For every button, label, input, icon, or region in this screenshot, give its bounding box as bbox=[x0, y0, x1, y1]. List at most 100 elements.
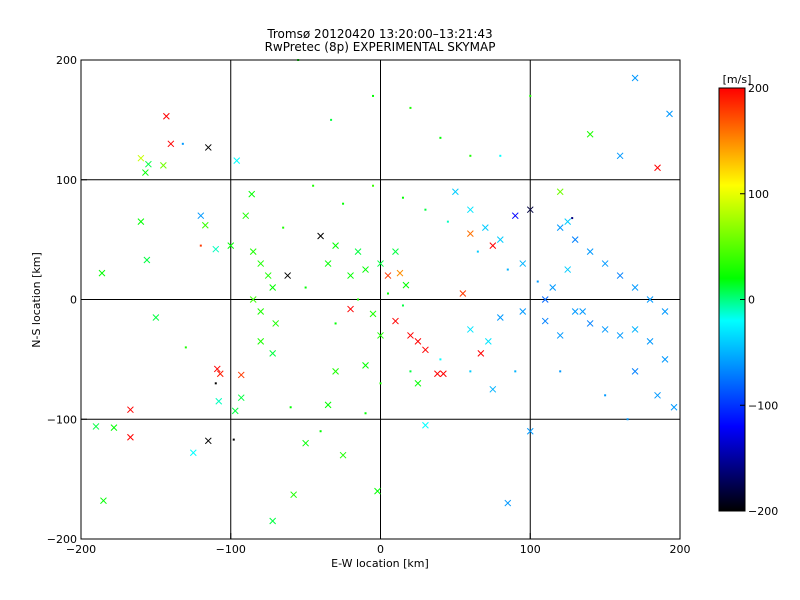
data-point-dot bbox=[514, 370, 517, 373]
data-point-dot bbox=[446, 220, 449, 223]
data-point-cross bbox=[231, 407, 239, 415]
data-point-cross bbox=[201, 221, 209, 229]
data-point-cross bbox=[631, 367, 639, 375]
data-point-dot bbox=[439, 358, 442, 361]
data-point-cross bbox=[541, 317, 549, 325]
data-point-dot bbox=[536, 280, 539, 283]
data-point-cross bbox=[339, 451, 347, 459]
x-tick-label: 200 bbox=[670, 543, 691, 556]
data-point-dot bbox=[409, 370, 412, 373]
data-point-cross bbox=[317, 232, 324, 240]
data-point-cross bbox=[556, 332, 564, 339]
data-point-cross bbox=[257, 338, 265, 345]
x-axis-label: E-W location [km] bbox=[331, 557, 429, 570]
data-point-cross bbox=[601, 326, 609, 333]
data-point-cross bbox=[98, 269, 106, 277]
data-point-cross bbox=[556, 224, 564, 232]
data-point-dot bbox=[282, 226, 285, 229]
data-point-cross bbox=[377, 332, 384, 339]
data-point-dot bbox=[499, 154, 502, 157]
data-point-cross bbox=[616, 152, 624, 160]
grid-lines bbox=[81, 60, 680, 539]
colorbar-label: [m/s] bbox=[723, 73, 752, 86]
data-point-dot bbox=[409, 106, 412, 109]
data-point-cross bbox=[654, 391, 661, 399]
data-point-dot bbox=[319, 430, 322, 433]
data-point-dot bbox=[289, 406, 292, 409]
data-point-cross bbox=[204, 437, 212, 445]
data-point-cross bbox=[167, 140, 175, 148]
data-point-dot bbox=[181, 142, 184, 145]
data-point-cross bbox=[143, 256, 151, 264]
data-point-cross bbox=[145, 160, 152, 168]
data-point-cross bbox=[526, 206, 534, 214]
data-point-dot bbox=[330, 118, 333, 121]
data-point-cross bbox=[127, 406, 134, 414]
data-point-cross bbox=[452, 188, 459, 196]
data-point-cross bbox=[564, 266, 572, 273]
data-point-cross bbox=[152, 314, 160, 321]
y-tick-label: −100 bbox=[47, 413, 77, 426]
data-point-cross bbox=[489, 242, 497, 249]
data-point-dot bbox=[476, 250, 479, 253]
data-point-cross bbox=[142, 169, 149, 176]
data-point-cross bbox=[586, 248, 594, 255]
colorbar-tick-label: −100 bbox=[748, 399, 778, 412]
data-point-cross bbox=[269, 284, 277, 291]
data-point-cross bbox=[257, 260, 265, 267]
data-point-dot bbox=[372, 94, 375, 97]
data-point-cross bbox=[248, 190, 256, 198]
data-point-cross bbox=[233, 157, 241, 164]
data-point-cross bbox=[332, 242, 339, 249]
data-point-cross bbox=[586, 320, 594, 327]
data-point-cross bbox=[631, 326, 639, 333]
x-tick-label: −100 bbox=[216, 543, 246, 556]
y-tick-labels: −200 −100 0 100 200 bbox=[47, 54, 87, 546]
data-point-cross bbox=[477, 350, 485, 357]
data-point-cross bbox=[646, 338, 654, 345]
data-point-cross bbox=[422, 346, 429, 354]
data-point-cross bbox=[571, 236, 579, 243]
data-point-dot bbox=[386, 292, 389, 295]
data-point-cross bbox=[504, 499, 512, 507]
data-point-cross bbox=[541, 296, 549, 303]
data-point-cross bbox=[496, 236, 504, 243]
data-point-cross bbox=[616, 272, 624, 279]
data-point-cross bbox=[631, 284, 639, 291]
data-point-cross bbox=[579, 308, 587, 315]
data-point-cross bbox=[347, 305, 354, 313]
y-tick-label: 0 bbox=[70, 294, 77, 307]
data-point-cross bbox=[402, 281, 410, 289]
y-tick-label: 200 bbox=[56, 54, 77, 67]
data-point-cross bbox=[377, 260, 384, 267]
y-axis-label: N-S location [km] bbox=[30, 252, 43, 348]
data-point-cross bbox=[481, 224, 489, 232]
data-point-cross bbox=[237, 394, 245, 402]
data-point-dot bbox=[571, 217, 574, 220]
data-point-cross bbox=[556, 188, 564, 196]
data-point-dot bbox=[304, 286, 307, 289]
chart-subtitle: RwPretec (8p) EXPERIMENTAL SKYMAP bbox=[265, 40, 496, 54]
data-point-cross bbox=[422, 421, 429, 429]
data-point-cross bbox=[197, 212, 205, 220]
data-point-cross bbox=[257, 308, 265, 315]
data-point-cross bbox=[489, 385, 497, 393]
data-point-cross bbox=[189, 449, 197, 457]
data-point-cross bbox=[519, 308, 527, 315]
data-point-cross bbox=[332, 367, 339, 375]
data-point-cross bbox=[163, 112, 170, 120]
data-point-cross bbox=[324, 260, 332, 267]
data-point-cross bbox=[549, 284, 557, 291]
data-point-dot bbox=[469, 154, 472, 157]
data-point-dot bbox=[401, 304, 404, 307]
data-point-cross bbox=[284, 272, 292, 279]
data-point-cross bbox=[362, 266, 369, 273]
data-point-cross bbox=[137, 218, 145, 226]
data-point-cross bbox=[392, 248, 399, 255]
data-point-cross bbox=[302, 439, 309, 447]
data-point-cross bbox=[92, 423, 100, 430]
colorbar-tick-label: −200 bbox=[748, 505, 778, 518]
data-point-cross bbox=[519, 260, 527, 267]
data-point-cross bbox=[237, 371, 245, 379]
data-point-cross bbox=[396, 269, 404, 277]
